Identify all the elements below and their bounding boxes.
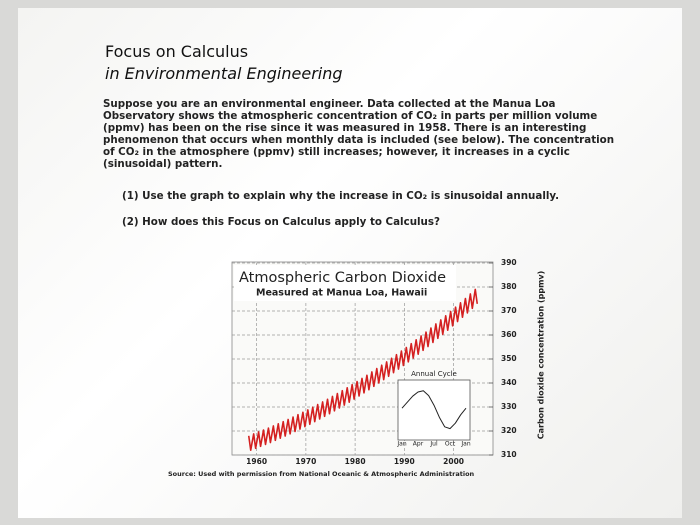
x-tick-label: Jan [460, 441, 470, 448]
source: Source: Used with permission from Nation… [168, 470, 475, 478]
question: (2) How does this Focus on Calculus appl… [122, 216, 440, 228]
chart-subtitle: Measured at Manua Loa, Hawaii [256, 288, 427, 299]
x-tick-label: 1970 [295, 457, 316, 466]
x-tick-label: 2000 [443, 457, 464, 466]
inset-frame [397, 379, 471, 441]
y-tick-label: 390 [501, 258, 517, 267]
question: (1) Use the graph to explain why the inc… [122, 190, 560, 202]
data-line [247, 288, 479, 451]
x-tick-label: Apr [413, 441, 424, 448]
x-tick-label: 1980 [345, 457, 366, 466]
x-tick-label: Oct [445, 441, 456, 448]
y-tick-label: 330 [501, 402, 517, 411]
x-tick-label: Jan [396, 441, 406, 448]
x-tick-label: Jul [429, 441, 438, 448]
y-tick-label: 370 [501, 306, 517, 315]
inset-title: Annual Cycle [411, 370, 457, 378]
paragraph: Suppose you are an environmental enginee… [103, 98, 615, 170]
chart-title: Atmospheric Carbon Dioxide [239, 270, 446, 286]
y-tick-label: 310 [501, 450, 517, 459]
subtitle: in Environmental Engineering [105, 64, 343, 83]
y-tick-label: 320 [501, 426, 517, 435]
title: Focus on Calculus [105, 42, 249, 61]
y-tick-label: 380 [501, 282, 517, 291]
y-tick-label: 340 [501, 378, 517, 387]
data-line [401, 390, 467, 430]
y-axis-label: Carbon dioxide concentration (ppmv) [537, 271, 546, 440]
x-tick-label: 1990 [394, 457, 415, 466]
title-box [234, 265, 456, 301]
y-tick-label: 360 [501, 330, 517, 339]
y-tick-label: 350 [501, 354, 517, 363]
x-tick-label: 1960 [246, 457, 267, 466]
